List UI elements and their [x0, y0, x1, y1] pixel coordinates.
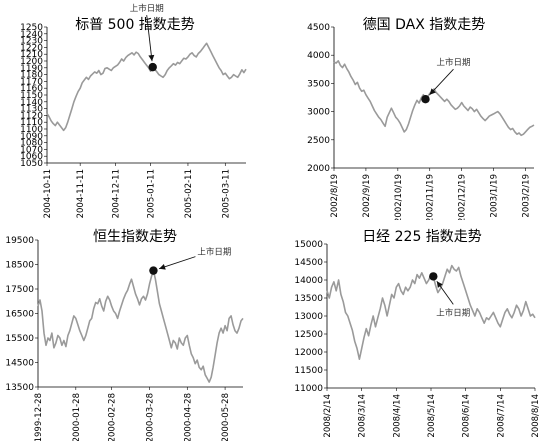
sp500-chart: 标普 500 指数走势10501060107010801090110011101… [20, 3, 247, 218]
y-tick-label: 17500 [5, 285, 34, 295]
y-tick-label: 13500 [294, 294, 323, 304]
x-tick-label: 2008/2/14 [323, 394, 333, 438]
x-tick-label: 2003/2/19 [521, 174, 531, 218]
callout-label: 上市日期 [436, 57, 470, 68]
y-tick-label: 13500 [5, 383, 34, 393]
y-tick-label: 1190 [20, 64, 43, 74]
nikkei-chart: 日经 225 指数走势 11000 11500 12000 12500 13000 1350… [294, 229, 541, 438]
chart-title: 德国 DAX 指数走势 [363, 17, 486, 33]
listing-date-marker [421, 94, 430, 104]
chart-title: 恒生指数走势 [93, 229, 177, 245]
listing-date-marker [429, 272, 438, 281]
y-tick-label: 13000 [294, 312, 323, 322]
dax-chart: 德国 DAX 指数走势 2000 2500 3000 3500 4000 4500 2002/… [307, 17, 535, 223]
x-tick-label: 1999-12-28 [34, 393, 44, 441]
x-tick-label: 2005-02-11 [184, 169, 194, 218]
y-tick-label: 1070 [20, 145, 43, 155]
series-line [37, 269, 244, 383]
y-tick-label: 1100 [20, 125, 43, 135]
y-tick-label: 1240 [20, 30, 43, 40]
y-tick-label: 1050 [20, 159, 43, 169]
chart-panel-hangseng: 恒生指数走势 13500 14500 15500 16500 17500 18500 1950… [0, 220, 274, 442]
y-tick-label: 1200 [20, 57, 43, 67]
x-tick-label: 2002/10/19 [394, 174, 404, 220]
x-tick-label: 2008/4/14 [392, 394, 402, 438]
callout-arrowhead [148, 54, 155, 62]
x-tick-label: 2008/6/14 [462, 394, 472, 438]
y-tick-label: 1170 [20, 77, 43, 87]
y-tick-label: 1220 [20, 43, 43, 53]
x-tick-label: 2000-01-28 [72, 393, 82, 441]
x-tick-label: 2000-05-28 [221, 393, 231, 441]
callout-arrow [146, 15, 153, 62]
chart-panel-dax: 德国 DAX 指数走势 2000 2500 3000 3500 4000 4500 2002/… [274, 0, 548, 223]
x-tick-label: 2004-12-11 [111, 169, 121, 218]
y-tick-label: 1160 [20, 84, 43, 94]
y-tick-label: 14500 [294, 258, 323, 268]
series-line [46, 42, 247, 132]
chart-title: 日经 225 指数走势 [362, 229, 482, 245]
y-tick-label: 14500 [5, 359, 34, 369]
x-tick-label: 2008/8/14 [531, 394, 541, 438]
y-tick-label: 1210 [20, 50, 43, 60]
y-tick-label: 11500 [294, 366, 323, 376]
y-tick-label: 3000 [307, 108, 330, 118]
x-tick-label: 2004-10-11 [43, 169, 53, 218]
y-tick-label: 14000 [294, 276, 323, 286]
y-tick-label: 1180 [20, 71, 43, 81]
listing-date-marker [148, 62, 157, 72]
callout-arrowhead [429, 88, 436, 95]
y-tick-label: 1150 [20, 91, 43, 101]
y-tick-label: 16500 [5, 310, 34, 320]
y-tick-label: 1120 [20, 111, 43, 121]
x-tick-label: 2000-04-28 [183, 393, 193, 441]
callout-label: 上市日期 [197, 247, 231, 258]
y-tick-label: 4500 [307, 23, 330, 33]
chart-panel-nikkei: 日经 225 指数走势 11000 11500 12000 12500 13000 1350… [274, 220, 548, 441]
y-tick-label: 12000 [294, 348, 323, 358]
y-tick-label: 2000 [307, 164, 330, 174]
series-line [333, 59, 535, 137]
y-tick-label: 1250 [20, 23, 43, 33]
y-tick-label: 1080 [20, 139, 43, 149]
y-tick-label: 15500 [5, 334, 34, 344]
x-tick-label: 2003/1/19 [490, 174, 500, 218]
y-tick-label: 4000 [307, 51, 330, 61]
chart-title: 标普 500 指数走势 [75, 17, 195, 33]
y-tick-label: 11000 [294, 384, 323, 394]
y-tick-label: 15000 [294, 240, 323, 250]
y-tick-label: 1140 [20, 98, 43, 108]
x-tick-label: 2000-03-28 [145, 393, 155, 441]
x-tick-label: 2000-02-28 [108, 393, 118, 441]
callout-arrowhead [159, 263, 166, 270]
x-tick-label: 2005-01-11 [147, 169, 157, 218]
y-tick-label: 1130 [20, 105, 43, 115]
x-tick-label: 2005-03-11 [221, 169, 231, 218]
y-tick-label: 19500 [5, 236, 34, 246]
y-tick-label: 12500 [294, 330, 323, 340]
x-tick-label: 2002/12/19 [458, 174, 468, 220]
x-tick-label: 2002/11/19 [426, 174, 436, 220]
y-tick-label: 3500 [307, 79, 330, 89]
y-tick-label: 18500 [5, 261, 34, 271]
callout-label: 上市日期 [436, 307, 470, 318]
x-tick-label: 2008/7/14 [496, 394, 506, 438]
x-tick-label: 2002/8/19 [330, 174, 340, 218]
y-tick-label: 2500 [307, 136, 330, 146]
callout-arrowhead [436, 281, 443, 288]
callout-arrow [158, 256, 196, 270]
x-tick-label: 2008/5/14 [427, 394, 437, 438]
x-tick-label: 2008/3/14 [358, 394, 368, 438]
y-tick-label: 1090 [20, 132, 43, 142]
y-tick-label: 1110 [20, 118, 43, 128]
listing-date-marker [149, 266, 158, 275]
callout-label: 上市日期 [130, 3, 164, 14]
chart-panel-sp500: 标普 500 指数走势 1050 1060 1070 1080 1090 1100 1110 1… [0, 0, 274, 220]
x-tick-label: 2002/9/19 [362, 174, 372, 218]
hangseng-chart: 恒生指数走势 13500 14500 15500 16500 17500 18500 1950… [5, 229, 244, 442]
y-tick-label: 1060 [20, 152, 43, 162]
y-tick-label: 1230 [20, 37, 43, 47]
x-tick-label: 2004-11-11 [76, 169, 86, 218]
